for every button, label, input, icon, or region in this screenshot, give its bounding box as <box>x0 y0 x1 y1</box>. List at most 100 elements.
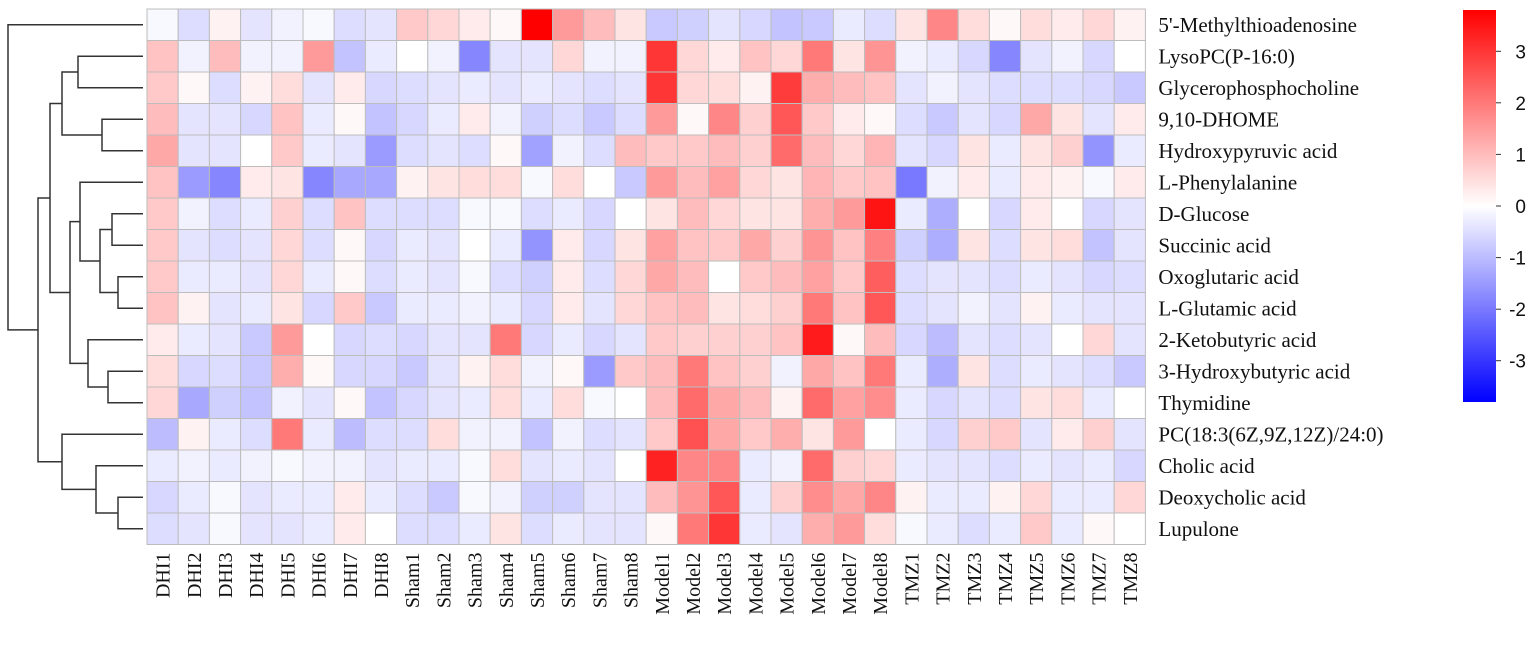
heatmap-cell <box>146 481 179 514</box>
heatmap-cell <box>988 71 1022 104</box>
heatmap-cell <box>1020 355 1053 388</box>
heatmap-cell <box>302 481 335 514</box>
heatmap-cell <box>396 166 429 199</box>
heatmap-cell <box>177 386 210 419</box>
heatmap-cell <box>271 134 304 167</box>
heatmap-cell <box>926 449 959 482</box>
heatmap-cell <box>864 103 897 136</box>
heatmap-cell <box>489 40 522 73</box>
heatmap-cell <box>770 481 803 514</box>
heatmap-cell <box>520 323 554 356</box>
heatmap-cell <box>489 481 522 514</box>
heatmap-cell <box>489 418 522 451</box>
heatmap-cell <box>895 197 928 230</box>
dendrogram-branch <box>61 71 102 136</box>
heatmap-cell <box>895 8 928 41</box>
heatmap-cell <box>458 418 491 451</box>
heatmap-cell <box>957 418 990 451</box>
heatmap-cell <box>271 355 304 388</box>
heatmap-cell <box>208 71 242 104</box>
heatmap-cell <box>458 355 491 388</box>
heatmap-cell <box>427 449 460 482</box>
heatmap-cell <box>396 323 429 356</box>
heatmap-cell <box>1082 449 1115 482</box>
heatmap-cell <box>177 8 210 41</box>
heatmap-cell <box>988 8 1022 41</box>
heatmap-cell <box>1020 229 1053 262</box>
heatmap-cell <box>895 166 928 199</box>
heatmap-cell <box>708 71 741 104</box>
heatmap-cell <box>333 103 366 136</box>
heatmap-cell <box>614 166 647 199</box>
heatmap-cell <box>240 355 273 388</box>
heatmap-cell <box>302 40 335 73</box>
row-label: 2-Ketobutyric acid <box>1158 328 1317 352</box>
heatmap-cell <box>864 481 897 514</box>
column-label: DHI2 <box>184 553 206 599</box>
heatmap-cell <box>333 418 366 451</box>
heatmap-cell <box>396 418 429 451</box>
heatmap-cell <box>208 260 242 293</box>
heatmap-cell <box>895 512 928 545</box>
heatmap-cell <box>458 323 491 356</box>
heatmap-cell <box>988 481 1022 514</box>
column-label: TMZ3 <box>964 553 986 605</box>
heatmap-cell <box>583 166 616 199</box>
heatmap-cell <box>1113 40 1146 73</box>
heatmap-cell <box>832 323 866 356</box>
heatmap-cell <box>1020 418 1053 451</box>
heatmap-cell <box>645 229 678 262</box>
heatmap-cell <box>1051 229 1084 262</box>
heatmap-cell <box>957 8 990 41</box>
heatmap-cell <box>240 40 273 73</box>
heatmap-cell <box>520 134 554 167</box>
heatmap-cell <box>552 166 585 199</box>
heatmap-cell <box>302 260 335 293</box>
heatmap-cell <box>271 481 304 514</box>
heatmap-cell <box>1082 71 1115 104</box>
heatmap-cell <box>552 197 585 230</box>
column-label: DHI6 <box>309 553 331 599</box>
heatmap-cell <box>926 292 959 325</box>
heatmap-cell <box>988 103 1022 136</box>
heatmap-cell <box>552 103 585 136</box>
heatmap-cell <box>427 197 460 230</box>
heatmap-cell <box>988 449 1022 482</box>
heatmap-cell <box>988 40 1022 73</box>
heatmap-cells <box>146 8 1146 545</box>
heatmap-cell <box>988 386 1022 419</box>
heatmap-cell <box>614 292 647 325</box>
heatmap-cell <box>957 134 990 167</box>
heatmap-cell <box>333 166 366 199</box>
heatmap-cell <box>832 449 866 482</box>
heatmap-cell <box>1051 166 1084 199</box>
heatmap-cell <box>614 386 647 419</box>
heatmap-cell <box>801 103 834 136</box>
heatmap-cell <box>864 134 897 167</box>
dendrogram-branch <box>99 228 118 294</box>
heatmap-cell <box>801 418 834 451</box>
heatmap-cell <box>739 71 772 104</box>
heatmap-cell <box>926 40 959 73</box>
row-label: Cholic acid <box>1158 454 1255 478</box>
heatmap-cell <box>645 134 678 167</box>
heatmap-cell <box>895 323 928 356</box>
heatmap-cell <box>520 481 554 514</box>
row-label: Glycerophosphocholine <box>1158 76 1359 100</box>
heatmap-cell <box>489 103 522 136</box>
column-label: TMZ8 <box>1120 553 1142 605</box>
heatmap-cell <box>832 134 866 167</box>
heatmap-cell <box>333 449 366 482</box>
heatmap-cell <box>988 134 1022 167</box>
heatmap-cell <box>614 71 647 104</box>
heatmap-cell <box>614 8 647 41</box>
heatmap-cell <box>708 418 741 451</box>
heatmap-cell <box>552 481 585 514</box>
color-scale-gradient <box>1463 10 1496 402</box>
heatmap-cell <box>645 8 678 41</box>
heatmap-cell <box>427 71 460 104</box>
heatmap-cell <box>988 323 1022 356</box>
heatmap-cell <box>333 512 366 545</box>
heatmap-cell <box>1020 134 1053 167</box>
column-label: TMZ2 <box>933 553 955 605</box>
